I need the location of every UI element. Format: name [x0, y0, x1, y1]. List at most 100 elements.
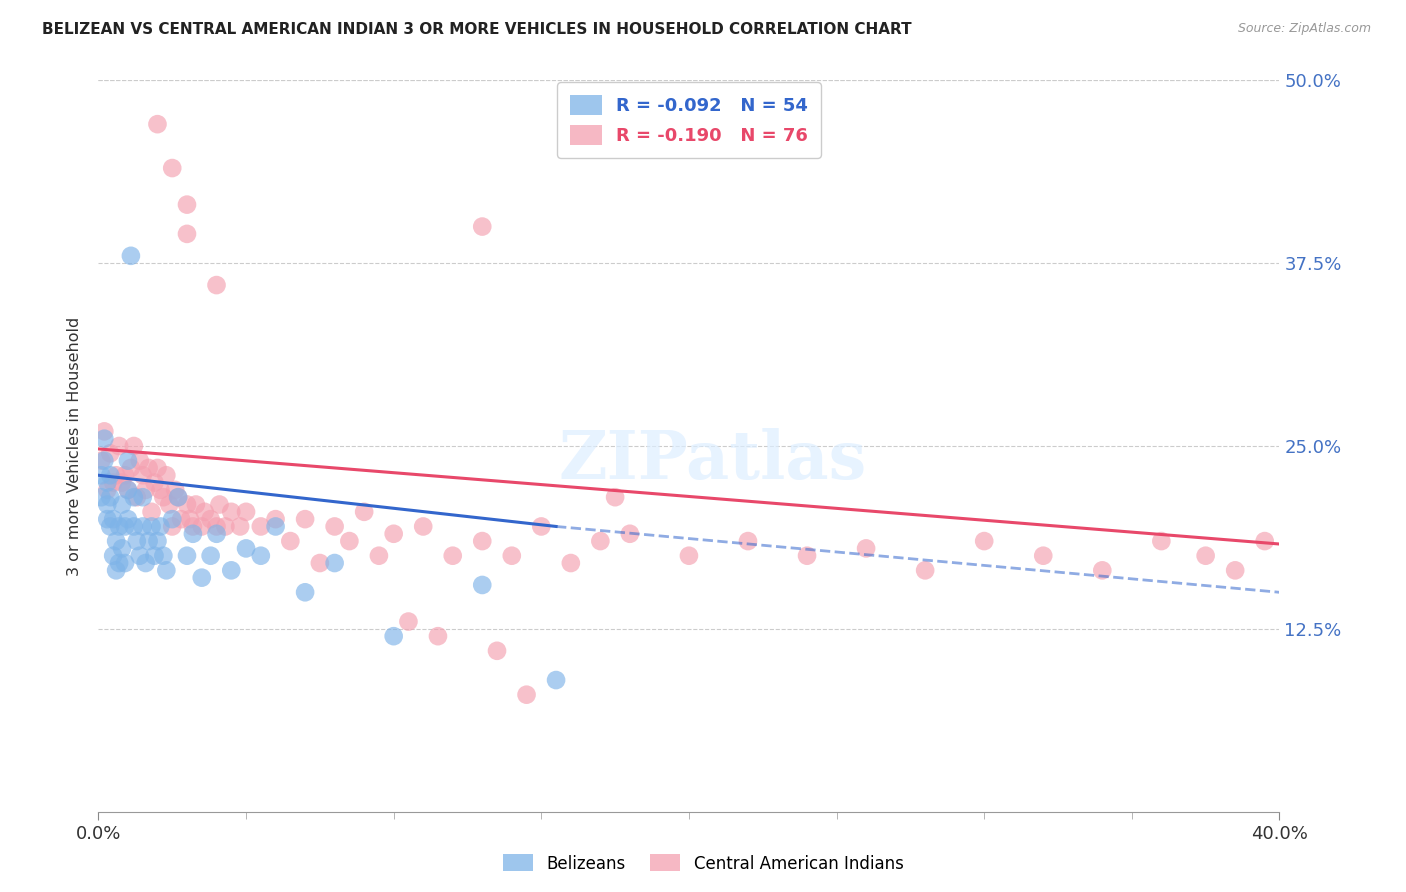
Point: [143, 549, 166, 563]
Point: [155, 468, 177, 483]
Point: [138, 534, 160, 549]
Point: [93, 425, 115, 439]
Point: [105, 563, 128, 577]
Point: [205, 278, 228, 293]
Point: [143, 475, 166, 490]
Point: [205, 519, 228, 533]
Point: [111, 541, 134, 556]
Point: [1091, 563, 1114, 577]
Point: [167, 490, 190, 504]
Point: [117, 483, 139, 497]
Point: [471, 534, 494, 549]
Point: [368, 549, 391, 563]
Point: [516, 688, 538, 702]
Point: [184, 498, 207, 512]
Point: [486, 644, 509, 658]
Point: [229, 519, 252, 533]
Point: [205, 526, 228, 541]
Point: [162, 519, 183, 533]
Point: [146, 461, 169, 475]
Point: [146, 117, 169, 131]
Point: [111, 475, 134, 490]
Point: [96, 512, 118, 526]
Legend: R = -0.092   N = 54, R = -0.190   N = 76: R = -0.092 N = 54, R = -0.190 N = 76: [557, 82, 821, 158]
Point: [1032, 549, 1054, 563]
Point: [103, 512, 125, 526]
Point: [108, 556, 131, 570]
Point: [589, 534, 612, 549]
Point: [855, 541, 877, 556]
Point: [128, 453, 150, 467]
Point: [501, 549, 523, 563]
Point: [471, 219, 494, 234]
Point: [605, 490, 627, 504]
Point: [176, 498, 198, 512]
Point: [96, 475, 118, 490]
Point: [214, 519, 236, 533]
Point: [103, 549, 125, 563]
Point: [114, 519, 136, 533]
Point: [165, 483, 187, 497]
Point: [560, 556, 582, 570]
Point: [146, 534, 169, 549]
Point: [105, 468, 128, 483]
Point: [796, 549, 818, 563]
Point: [149, 483, 172, 497]
Point: [141, 519, 163, 533]
Point: [138, 461, 160, 475]
Point: [128, 549, 150, 563]
Point: [96, 498, 118, 512]
Point: [108, 439, 131, 453]
Point: [114, 468, 136, 483]
Point: [117, 512, 139, 526]
Point: [1254, 534, 1277, 549]
Point: [114, 556, 136, 570]
Point: [1225, 563, 1247, 577]
Point: [221, 563, 243, 577]
Point: [162, 512, 183, 526]
Point: [125, 490, 148, 504]
Point: [152, 549, 174, 563]
Point: [678, 549, 700, 563]
Point: [176, 549, 198, 563]
Point: [108, 519, 131, 533]
Point: [141, 505, 163, 519]
Point: [264, 519, 287, 533]
Point: [339, 534, 361, 549]
Point: [1195, 549, 1218, 563]
Point: [135, 556, 157, 570]
Point: [323, 556, 346, 570]
Point: [155, 563, 177, 577]
Point: [914, 563, 936, 577]
Point: [117, 483, 139, 497]
Point: [132, 468, 155, 483]
Point: [93, 453, 115, 467]
Point: [90, 490, 112, 504]
Text: BELIZEAN VS CENTRAL AMERICAN INDIAN 3 OR MORE VEHICLES IN HOUSEHOLD CORRELATION : BELIZEAN VS CENTRAL AMERICAN INDIAN 3 OR…: [42, 22, 912, 37]
Point: [235, 505, 257, 519]
Point: [250, 549, 273, 563]
Legend: Belizeans, Central American Indians: Belizeans, Central American Indians: [496, 847, 910, 880]
Text: ZIPatlas: ZIPatlas: [558, 428, 866, 493]
Point: [96, 483, 118, 497]
Point: [200, 512, 222, 526]
Y-axis label: 3 or more Vehicles in Household: 3 or more Vehicles in Household: [67, 317, 83, 575]
Point: [120, 461, 142, 475]
Point: [294, 585, 316, 599]
Point: [619, 526, 641, 541]
Point: [382, 526, 405, 541]
Point: [93, 432, 115, 446]
Point: [98, 519, 121, 533]
Point: [152, 490, 174, 504]
Point: [179, 512, 201, 526]
Point: [98, 446, 121, 460]
Point: [412, 519, 434, 533]
Point: [90, 468, 112, 483]
Point: [208, 498, 231, 512]
Point: [162, 161, 183, 175]
Point: [250, 519, 273, 533]
Point: [427, 629, 450, 643]
Point: [170, 512, 193, 526]
Point: [309, 556, 332, 570]
Point: [157, 498, 180, 512]
